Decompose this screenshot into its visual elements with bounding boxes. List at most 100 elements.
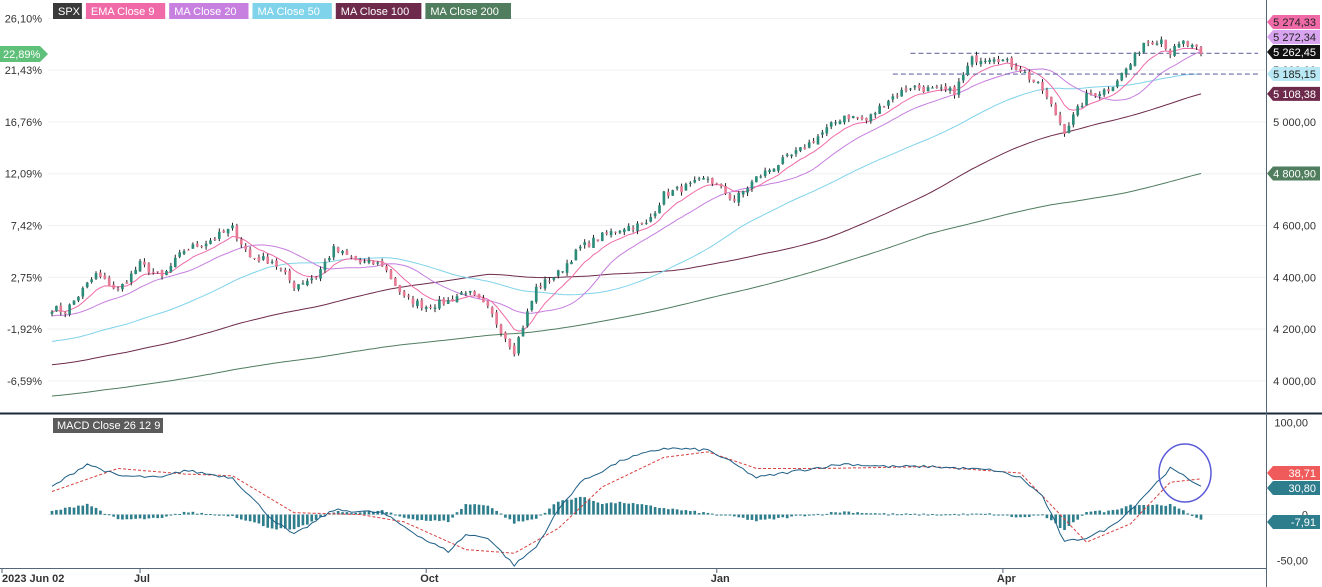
macd-histogram-bar bbox=[160, 514, 164, 518]
macd-histogram-bar bbox=[834, 512, 837, 515]
candle-body bbox=[332, 246, 336, 258]
candle-body bbox=[288, 270, 292, 281]
legend-label: EMA Close 9 bbox=[91, 6, 155, 18]
candle-body bbox=[697, 178, 701, 180]
price-badge: 4 800,90 bbox=[1273, 169, 1316, 181]
macd-histogram-bar bbox=[314, 514, 318, 520]
legend-item-spx[interactable]: SPX bbox=[53, 3, 82, 19]
macd-histogram-bar bbox=[539, 514, 542, 516]
macd-histogram-bar bbox=[825, 513, 829, 515]
macd-histogram-bar bbox=[530, 514, 534, 520]
macd-histogram-bar bbox=[112, 514, 115, 517]
macd-histogram-bar bbox=[266, 514, 270, 528]
macd-histogram-bar bbox=[499, 513, 503, 515]
macd-histogram-bar bbox=[851, 513, 855, 515]
candle-body bbox=[394, 278, 397, 286]
legend-swatch bbox=[169, 3, 249, 19]
candle-body bbox=[1063, 123, 1066, 134]
candle-body bbox=[486, 301, 490, 306]
macd-histogram-bar bbox=[534, 514, 538, 519]
macd-histogram-bar bbox=[72, 507, 76, 515]
candle-body bbox=[178, 252, 181, 257]
macd-histogram-bar bbox=[983, 513, 987, 515]
macd-histogram-bar bbox=[490, 508, 494, 515]
macd-histogram-bar bbox=[385, 512, 388, 515]
candle-body bbox=[451, 298, 454, 302]
macd-histogram-bar bbox=[1023, 514, 1027, 518]
legend-item-ma-close-200[interactable]: MA Close 200 bbox=[425, 3, 511, 19]
candle-body bbox=[275, 260, 278, 267]
macd-histogram-bar bbox=[600, 504, 604, 515]
axis-layer: 26,10% 21,43% 16,76% 12,09% 7,42% 2,75% -1,92%… bbox=[0, 13, 1316, 585]
macd-histogram-bar bbox=[107, 514, 111, 516]
macd-histogram-bar bbox=[187, 512, 190, 515]
macd-histogram-bar bbox=[244, 514, 248, 521]
candle-body bbox=[191, 244, 195, 249]
macd-histogram-bar bbox=[460, 508, 463, 515]
candle-body bbox=[279, 268, 283, 270]
macd-histogram-bar bbox=[261, 514, 265, 527]
macd-histogram-bar bbox=[1151, 504, 1154, 515]
candle-body bbox=[1049, 96, 1053, 105]
candle-body bbox=[904, 88, 908, 91]
candle-body bbox=[715, 183, 719, 185]
legend-layer[interactable]: SPX EMA Close 9 MA Close 20 MA Close 50 MA C… bbox=[53, 3, 511, 19]
candle-body bbox=[847, 114, 851, 119]
macd-histogram-bar bbox=[728, 514, 732, 516]
candle-body bbox=[755, 176, 758, 183]
candle-body bbox=[129, 273, 133, 282]
macd-histogram-bar bbox=[1124, 506, 1128, 515]
legend-item-ma-close-50[interactable]: MA Close 50 bbox=[252, 3, 332, 19]
price-badge-bg bbox=[1267, 66, 1320, 81]
candle-body bbox=[1054, 104, 1058, 116]
legend-item-ma-close-100[interactable]: MA Close 100 bbox=[335, 3, 422, 19]
candle-body bbox=[1010, 57, 1014, 68]
macd-histogram-bar bbox=[209, 514, 212, 516]
candle-body bbox=[151, 271, 155, 273]
macd-histogram-bar bbox=[1049, 514, 1053, 521]
macd-histogram-bar bbox=[468, 504, 472, 515]
macd-histogram-bar bbox=[372, 511, 375, 515]
legend-item-ema-close-9[interactable]: EMA Close 9 bbox=[85, 3, 166, 19]
left-axis-tick: 12,09% bbox=[5, 169, 43, 181]
macd-histogram-bar bbox=[548, 508, 551, 515]
right-axis-tick: 4 200,00 bbox=[1273, 324, 1316, 336]
macd-histogram-bar bbox=[1133, 505, 1137, 515]
candle-body bbox=[640, 222, 644, 224]
legend-item-ma-close-20[interactable]: MA Close 20 bbox=[169, 3, 249, 19]
macd-histogram-bar bbox=[578, 496, 582, 515]
candle-body bbox=[658, 205, 661, 214]
candle-body bbox=[429, 306, 432, 308]
candle-body bbox=[68, 304, 71, 315]
candle-body bbox=[1160, 39, 1163, 45]
candle-body bbox=[724, 186, 727, 194]
candle-body bbox=[508, 338, 512, 347]
candle-body bbox=[953, 86, 956, 96]
macd-histogram-bar bbox=[486, 505, 490, 515]
candle-body bbox=[781, 157, 785, 164]
candle-body bbox=[873, 113, 877, 115]
candle-body bbox=[1164, 39, 1168, 49]
candle-body bbox=[231, 225, 234, 229]
macd-histogram-bar bbox=[55, 510, 58, 515]
candle-body bbox=[103, 275, 107, 279]
candle-body bbox=[600, 232, 604, 242]
candle-body bbox=[1124, 68, 1128, 75]
date-label: Apr bbox=[997, 573, 1017, 585]
macd-histogram-bar bbox=[424, 514, 428, 521]
candle-body bbox=[363, 261, 366, 263]
macd-histogram-bar bbox=[473, 504, 476, 515]
candle-body bbox=[530, 300, 534, 311]
macd-histogram-bar bbox=[438, 514, 441, 521]
macd-histogram-bar bbox=[900, 514, 903, 516]
date-label: Jul bbox=[134, 573, 150, 585]
macd-histogram-bar bbox=[1168, 503, 1172, 515]
candle-body bbox=[257, 257, 261, 261]
candle-body bbox=[869, 114, 873, 122]
candle-body bbox=[799, 147, 802, 151]
candle-body bbox=[882, 106, 886, 108]
macd-histogram-bar bbox=[358, 512, 362, 515]
candle-body bbox=[909, 88, 912, 90]
candle-body bbox=[217, 231, 221, 239]
macd-histogram-bar bbox=[125, 514, 129, 520]
